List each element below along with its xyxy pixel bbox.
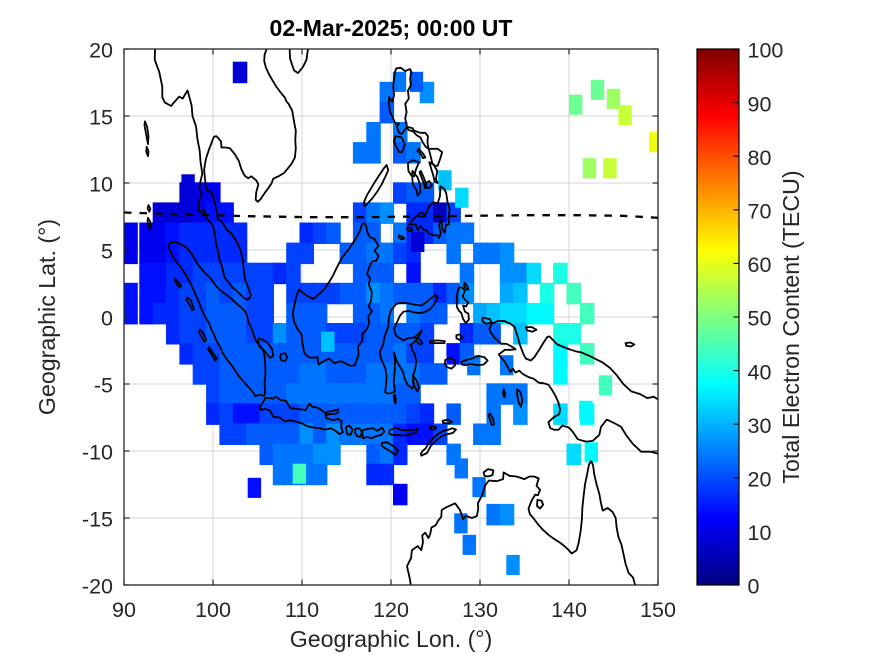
svg-text:Total Electron Content (TECU): Total Electron Content (TECU) (778, 170, 804, 483)
svg-text:90: 90 (748, 92, 772, 116)
svg-text:140: 140 (551, 598, 587, 622)
svg-text:20: 20 (89, 39, 113, 63)
svg-text:40: 40 (748, 360, 772, 384)
svg-text:150: 150 (640, 598, 676, 622)
svg-text:50: 50 (748, 307, 772, 331)
svg-text:80: 80 (748, 146, 772, 170)
svg-text:100: 100 (748, 39, 784, 63)
svg-text:130: 130 (462, 598, 498, 622)
svg-text:110: 110 (285, 598, 319, 622)
svg-text:0: 0 (748, 575, 760, 599)
svg-text:10: 10 (748, 521, 772, 545)
svg-text:Geographic Lon. (°): Geographic Lon. (°) (290, 626, 493, 652)
svg-text:-10: -10 (82, 441, 113, 465)
svg-text:02-Mar-2025; 00:00 UT: 02-Mar-2025; 00:00 UT (270, 15, 513, 41)
svg-text:Geographic Lat. (°): Geographic Lat. (°) (34, 219, 60, 415)
svg-text:90: 90 (112, 598, 136, 622)
svg-text:60: 60 (748, 253, 772, 277)
svg-text:15: 15 (89, 106, 113, 130)
svg-text:10: 10 (89, 173, 113, 197)
svg-text:0: 0 (101, 307, 113, 331)
svg-text:30: 30 (748, 414, 772, 438)
svg-text:-15: -15 (82, 508, 113, 532)
svg-text:-20: -20 (82, 575, 113, 599)
svg-text:-5: -5 (94, 374, 113, 398)
svg-text:120: 120 (373, 598, 409, 622)
svg-text:20: 20 (748, 468, 772, 492)
svg-text:70: 70 (748, 200, 772, 224)
svg-text:5: 5 (101, 240, 113, 264)
svg-text:100: 100 (195, 598, 231, 622)
